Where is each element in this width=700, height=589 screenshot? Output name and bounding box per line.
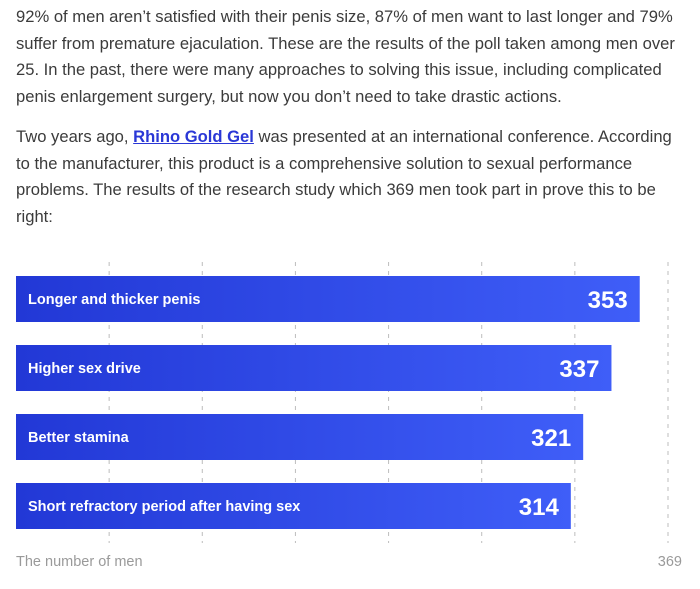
paragraph-intro: 92% of men aren’t satisfied with their p… (16, 7, 675, 106)
bar-category-label: Better stamina (28, 430, 130, 446)
bar-value-label: 353 (588, 287, 628, 314)
bar-chart: Longer and thicker penis 353 Higher sex dr… (16, 262, 669, 543)
bar-category-label: Higher sex drive (28, 361, 141, 377)
x-axis-max-label: 369 (657, 554, 682, 570)
paragraph-product-rest: was presented at an international confer… (16, 127, 672, 226)
bar-group: Longer and thicker penis 353 (16, 276, 640, 322)
paragraph-product-lead: Two years ago, (16, 127, 134, 146)
bar-category-label: Short refractory period after having sex (28, 499, 300, 515)
bar-category-label: Longer and thicker penis (28, 292, 200, 308)
bar (16, 414, 584, 460)
bar (16, 276, 640, 322)
bars: Longer and thicker penis 353 Higher sex dr… (16, 276, 640, 529)
bar-group: Higher sex drive 337 (16, 345, 612, 391)
bar-value-label: 321 (531, 425, 571, 452)
product-link[interactable]: Rhino Gold Gel (133, 127, 254, 146)
bar-group: Better stamina 321 (16, 414, 584, 460)
bar-value-label: 337 (559, 356, 599, 383)
bar-value-label: 314 (519, 494, 560, 521)
bar (16, 483, 571, 529)
bar-group: Short refractory period after having sex… (16, 483, 571, 529)
x-axis-label: The number of men (16, 554, 143, 570)
article: 92% of men aren’t satisfied with their p… (16, 4, 688, 244)
paragraph-product: Two years ago, Rhino Gold Gel was presen… (16, 124, 688, 230)
bar (16, 345, 612, 391)
